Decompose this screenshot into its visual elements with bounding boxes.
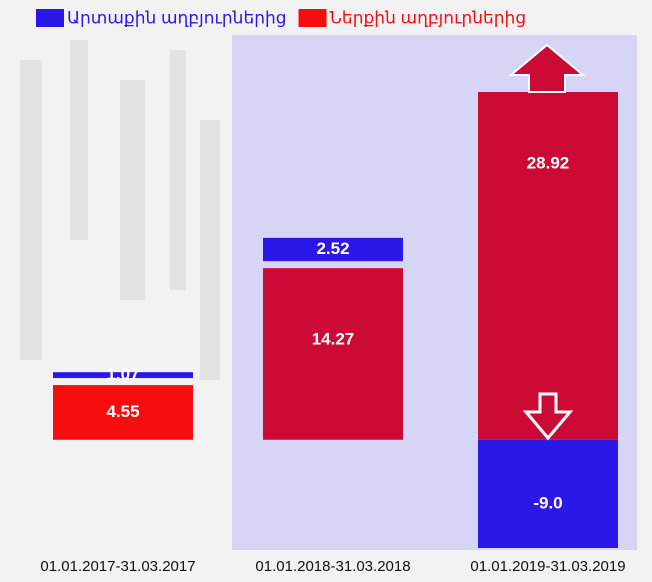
- bar-segment: [478, 92, 618, 440]
- x-tick-label: 01.01.2017-31.03.2017: [40, 558, 195, 575]
- data-label: 1.07: [106, 365, 139, 384]
- data-label: 2.52: [316, 239, 349, 258]
- data-label: 28.92: [527, 153, 570, 172]
- legend-label: Ներքին աղբյուրներից: [330, 8, 527, 27]
- data-label: 4.55: [106, 402, 139, 421]
- x-tick-label: 01.01.2019-31.03.2019: [470, 558, 625, 575]
- data-label: 14.27: [312, 330, 355, 349]
- legend-swatch: [36, 9, 64, 27]
- legend-swatch: [299, 9, 327, 27]
- x-tick-label: 01.01.2018-31.03.2018: [255, 558, 410, 575]
- legend-label: Արտաքին աղբյուրներից: [67, 8, 287, 27]
- data-label: -9.0: [533, 493, 562, 512]
- chart: Արտաքին աղբյուրներից Ներքին աղբյուրներից 4…: [0, 0, 652, 582]
- bar-segment: [263, 268, 403, 440]
